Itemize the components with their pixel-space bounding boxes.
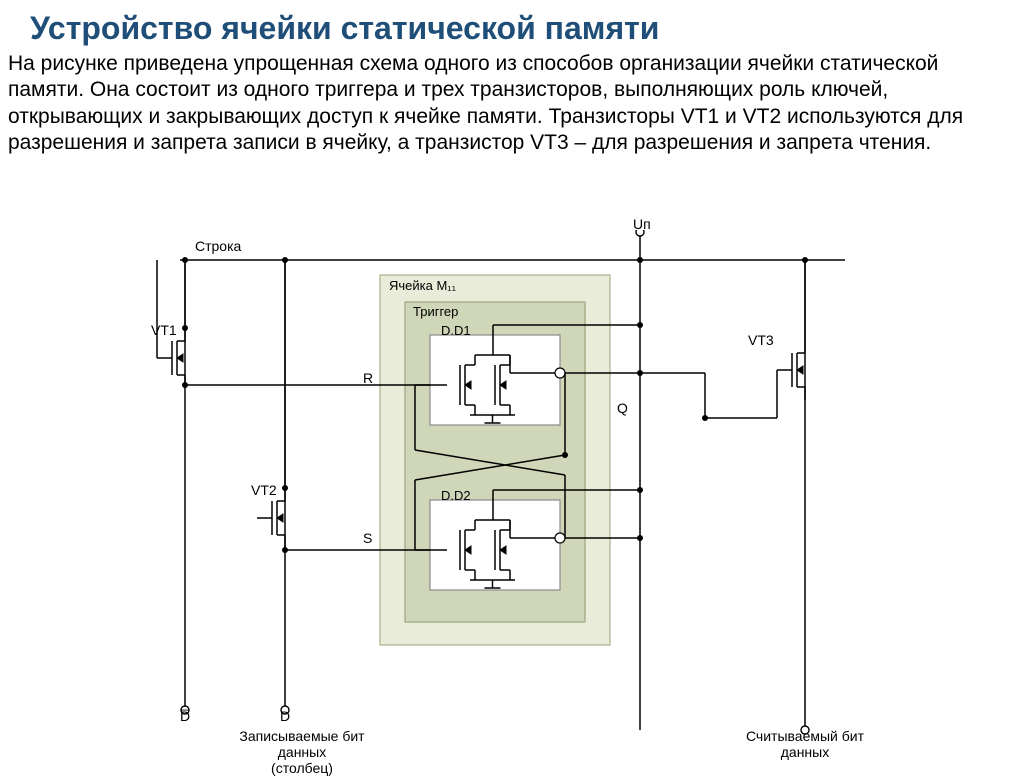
label-dbar: D̅ (180, 708, 190, 724)
label-read-bits: Считываемый битданных (715, 728, 895, 760)
label-S: S (363, 530, 372, 546)
description: На рисунке приведена упрощенная схема од… (0, 51, 1024, 156)
label-Q: Q (617, 400, 628, 416)
label-vt2: VT2 (251, 482, 277, 498)
schematic-diagram: Строка Uп VT1 VT2 VT3 R S Q Ячейка M₁₁ Т… (145, 230, 885, 750)
page-title: Устройство ячейки статической памяти (0, 0, 1024, 51)
label-dd1: D.D1 (441, 323, 471, 338)
label-un: Uп (633, 216, 651, 232)
label-R: R (363, 370, 373, 386)
label-trigger: Триггер (413, 304, 458, 319)
label-vt3: VT3 (748, 332, 774, 348)
label-write-bits: Записываемые битданных(столбец) (187, 728, 417, 776)
label-vt1: VT1 (151, 322, 177, 338)
label-d: D (280, 708, 290, 724)
label-stroka: Строка (195, 238, 241, 254)
label-dd2: D.D2 (441, 488, 471, 503)
label-cell: Ячейка M₁₁ (389, 278, 456, 293)
